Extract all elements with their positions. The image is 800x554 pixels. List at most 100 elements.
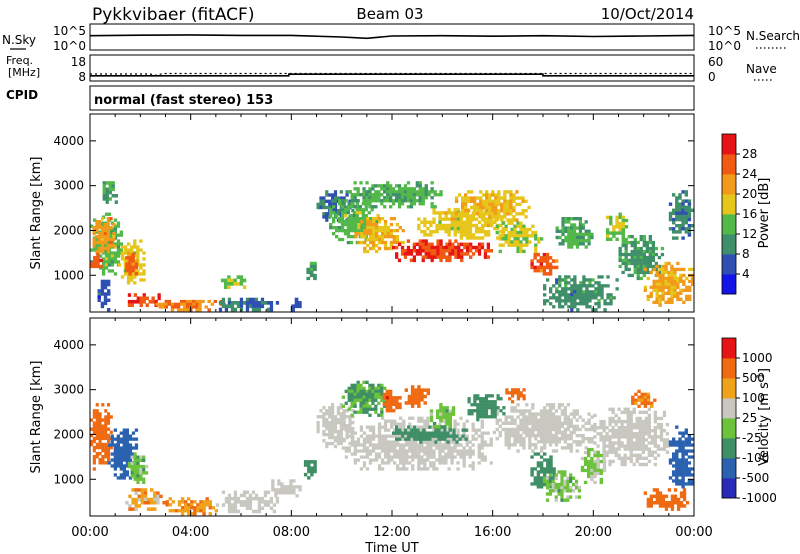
- echo-cell: [233, 506, 238, 510]
- echo-cell: [631, 395, 635, 399]
- echo-cell: [339, 427, 343, 431]
- echo-cell: [670, 288, 674, 292]
- echo-cell: [481, 226, 485, 231]
- echo-cell: [471, 223, 476, 228]
- echo-cell: [516, 415, 520, 419]
- echo-cell: [142, 455, 146, 459]
- echo-cell: [408, 422, 412, 426]
- echo-cell: [476, 397, 480, 401]
- echo-cell: [95, 403, 99, 407]
- echo-cell: [127, 293, 132, 297]
- echo-cell: [92, 467, 96, 471]
- echo-cell: [554, 443, 559, 447]
- echo-cell: [468, 464, 472, 468]
- echo-cell: [614, 447, 618, 451]
- echo-cell: [272, 503, 277, 507]
- echo-cell: [590, 471, 594, 476]
- echo-cell: [477, 242, 482, 247]
- echo-cell: [351, 421, 355, 425]
- echo-cell: [109, 415, 113, 419]
- echo-cell: [635, 426, 639, 430]
- echo-cell: [125, 473, 129, 477]
- echo-cell: [647, 432, 651, 436]
- echo-cell: [106, 237, 110, 242]
- echo-cell: [511, 391, 515, 395]
- echo-cell: [356, 386, 360, 390]
- echo-cell: [510, 409, 514, 413]
- echo-cell: [679, 504, 684, 508]
- echo-cell: [557, 421, 562, 425]
- echo-cell: [552, 467, 556, 471]
- echo-cell: [567, 305, 571, 309]
- echo-cell: [641, 419, 645, 424]
- echo-cell: [277, 479, 281, 483]
- echo-cell: [407, 425, 411, 429]
- echo-cell: [485, 199, 489, 203]
- echo-cell: [522, 249, 526, 254]
- echo-cell: [682, 300, 686, 304]
- echo-cell: [506, 199, 510, 203]
- echo-cell: [140, 497, 145, 502]
- echo-cell: [566, 415, 570, 419]
- echo-cell: [566, 424, 570, 429]
- echo-cell: [500, 218, 504, 222]
- echo-cell: [588, 293, 592, 297]
- echo-cell: [457, 255, 461, 259]
- echo-cell: [509, 190, 513, 194]
- echo-cell: [426, 458, 430, 462]
- echo-cell: [465, 440, 469, 444]
- echo-cell: [409, 196, 414, 200]
- echo-cell: [579, 302, 583, 306]
- echo-cell: [501, 237, 505, 241]
- echo-cell: [353, 395, 357, 399]
- echo-cell: [537, 424, 541, 429]
- echo-cell: [569, 418, 573, 422]
- echo-cell: [122, 473, 126, 477]
- echo-cell: [167, 302, 172, 306]
- echo-cell: [306, 276, 311, 281]
- echo-cell: [387, 446, 391, 450]
- echo-cell: [156, 501, 160, 505]
- echo-cell: [560, 486, 564, 490]
- noise-left-label: N.Sky: [2, 33, 36, 47]
- echo-cell: [567, 226, 571, 230]
- echo-cell: [679, 279, 683, 283]
- echo-cell: [468, 446, 472, 450]
- echo-cell: [647, 441, 651, 445]
- echo-cell: [134, 497, 138, 502]
- echo-cell: [98, 232, 102, 236]
- echo-cell: [289, 479, 293, 483]
- echo-cell: [567, 229, 571, 233]
- echo-cell: [377, 389, 381, 393]
- echo-cell: [510, 433, 514, 438]
- echo-cell: [618, 264, 622, 269]
- echo-cell: [636, 273, 640, 278]
- echo-cell: [146, 507, 151, 511]
- echo-cell: [569, 437, 573, 441]
- echo-cell: [626, 413, 630, 418]
- echo-cell: [495, 409, 499, 413]
- echo-cell: [629, 413, 633, 418]
- echo-cell: [356, 398, 360, 402]
- echo-cell: [494, 209, 498, 213]
- echo-cell: [107, 298, 111, 302]
- echo-cell: [383, 386, 387, 390]
- echo-cell: [388, 402, 393, 406]
- echo-cell: [339, 196, 343, 200]
- echo-cell: [113, 446, 117, 450]
- echo-cell: [611, 444, 615, 448]
- echo-cell: [681, 461, 685, 465]
- echo-cell: [294, 304, 299, 309]
- echo-cell: [133, 455, 137, 459]
- echo-cell: [594, 293, 598, 297]
- echo-cell: [119, 464, 123, 468]
- echo-cell: [560, 433, 565, 438]
- echo-cell: [123, 251, 128, 255]
- echo-cell: [445, 242, 449, 247]
- echo-cell: [389, 196, 393, 200]
- echo-cell: [563, 498, 567, 502]
- echo-cell: [681, 470, 685, 474]
- echo-cell: [648, 261, 652, 266]
- echo-cell: [95, 442, 99, 447]
- echo-cell: [130, 474, 134, 478]
